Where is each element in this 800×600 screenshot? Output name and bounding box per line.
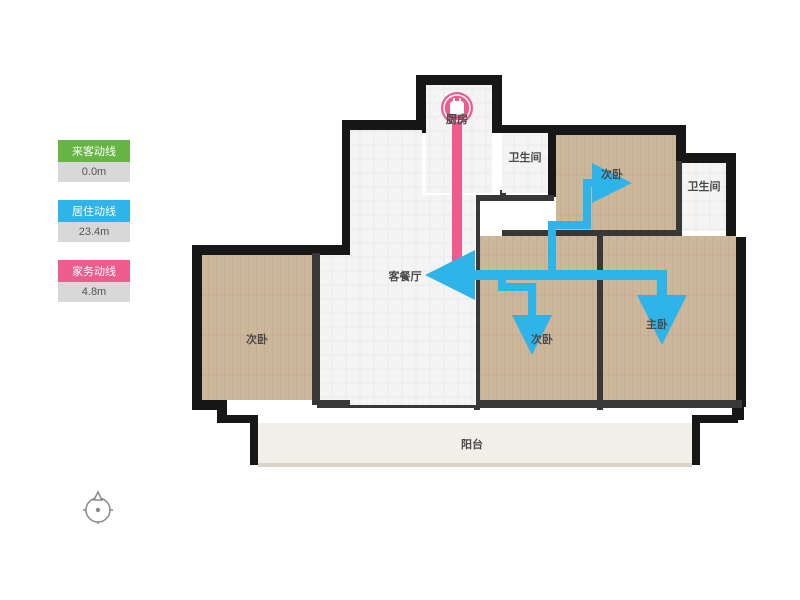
label-livingdining: 客餐厅 <box>388 269 422 283</box>
legend: 来客动线 0.0m 居住动线 23.4m 家务动线 4.8m <box>58 140 130 320</box>
floorplan: 厨房 卫生间 卫生间 次卧 客餐厅 次卧 主卧 次卧 阳台 <box>192 75 747 535</box>
compass-icon <box>80 488 116 524</box>
legend-living: 居住动线 23.4m <box>58 200 130 242</box>
label-bed2b: 次卧 <box>531 332 553 346</box>
label-master: 主卧 <box>646 317 668 331</box>
label-bed2a: 次卧 <box>601 167 623 181</box>
legend-housework-label: 家务动线 <box>58 260 130 282</box>
label-kitchen: 厨房 <box>446 112 468 126</box>
legend-living-value: 23.4m <box>58 222 130 242</box>
legend-housework: 家务动线 4.8m <box>58 260 130 302</box>
label-bed2c: 次卧 <box>246 332 268 346</box>
label-bath2: 卫生间 <box>688 179 721 193</box>
label-balcony: 阳台 <box>461 437 483 451</box>
legend-guest-label: 来客动线 <box>58 140 130 162</box>
label-bath1: 卫生间 <box>509 150 542 164</box>
legend-housework-value: 4.8m <box>58 282 130 302</box>
legend-living-label: 居住动线 <box>58 200 130 222</box>
legend-guest-value: 0.0m <box>58 162 130 182</box>
legend-guest: 来客动线 0.0m <box>58 140 130 182</box>
